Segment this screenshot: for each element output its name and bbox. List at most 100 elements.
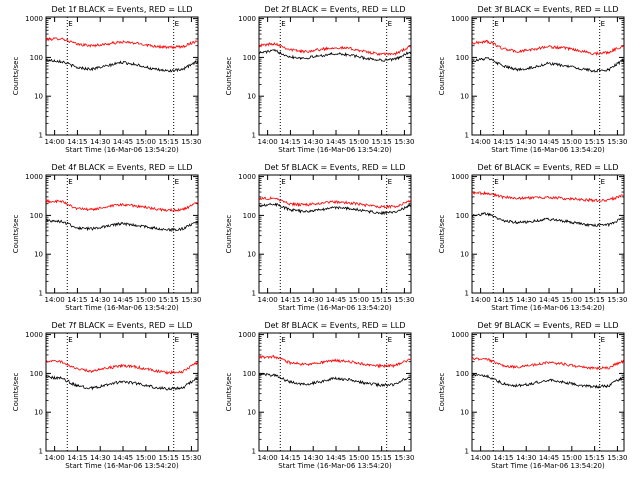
x-tick-label: 15:15 xyxy=(585,296,605,304)
chart-panel-7: Det 7f BLACK = Events, RED = LLD 1 10 100 10… xyxy=(12,321,202,470)
x-tick-label: 14:15 xyxy=(493,454,513,462)
x-tick-label: 15:00 xyxy=(349,454,369,462)
y-axis-label: Counts/sec xyxy=(225,57,233,96)
x-tick-label: 15:30 xyxy=(181,296,201,304)
chart-title: Det 3f BLACK = Events, RED = LLD xyxy=(477,5,618,14)
x-tick-label: 15:00 xyxy=(562,454,582,462)
y-tick-label: 1000 xyxy=(25,331,43,339)
event-marker-label: E xyxy=(601,178,605,186)
x-tick-label: 14:15 xyxy=(493,138,513,146)
series-red-lld-line xyxy=(471,190,625,203)
x-tick-label: 15:30 xyxy=(181,138,201,146)
y-tick-label: 1 xyxy=(39,132,43,140)
event-marker-label: E xyxy=(494,336,498,344)
event-marker-label: E xyxy=(601,336,605,344)
x-tick-label: 15:30 xyxy=(607,296,627,304)
y-axis-label: Counts/sec xyxy=(225,373,233,412)
x-tick-label: 15:30 xyxy=(394,296,414,304)
series-black-events-line xyxy=(471,56,625,73)
event-marker-label: E xyxy=(388,336,392,344)
x-tick-label: 14:00 xyxy=(471,296,491,304)
y-tick-label: 100 xyxy=(30,212,43,220)
y-tick-label: 1000 xyxy=(238,173,256,181)
y-tick-label: 1 xyxy=(252,290,256,298)
x-tick-label: 14:00 xyxy=(258,138,278,146)
x-axis-label: Start Time (16-Mar-06 13:54:20) xyxy=(65,304,179,312)
x-tick-label: 14:00 xyxy=(471,454,491,462)
plot-frame xyxy=(258,174,412,294)
chart-title: Det 5f BLACK = Events, RED = LLD xyxy=(264,163,405,172)
x-tick-label: 14:45 xyxy=(113,454,133,462)
event-marker-label: E xyxy=(281,20,285,28)
x-tick-label: 15:30 xyxy=(607,454,627,462)
series-black-events-line xyxy=(258,48,412,62)
x-tick-label: 14:45 xyxy=(539,296,559,304)
x-axis-label: Start Time (16-Mar-06 13:54:20) xyxy=(278,462,392,470)
x-tick-label: 14:45 xyxy=(539,138,559,146)
x-tick-label: 14:45 xyxy=(539,454,559,462)
series-red-lld-line xyxy=(45,199,199,213)
y-tick-label: 10 xyxy=(460,251,469,259)
plot-frame xyxy=(258,332,412,452)
y-tick-label: 10 xyxy=(460,93,469,101)
x-tick-label: 15:15 xyxy=(372,454,392,462)
y-axis-label: Counts/sec xyxy=(438,57,446,96)
chart-title: Det 6f BLACK = Events, RED = LLD xyxy=(477,163,618,172)
x-tick-label: 14:45 xyxy=(326,138,346,146)
x-tick-label: 14:45 xyxy=(326,296,346,304)
chart-title: Det 4f BLACK = Events, RED = LLD xyxy=(51,163,192,172)
plot-frame xyxy=(258,16,412,136)
x-tick-label: 14:30 xyxy=(90,296,110,304)
x-tick-label: 14:15 xyxy=(280,138,300,146)
y-axis-label: Counts/sec xyxy=(12,215,20,254)
series-black-events-line xyxy=(471,212,625,228)
event-marker-label: E xyxy=(494,20,498,28)
plot-frame xyxy=(45,332,199,452)
x-tick-label: 14:45 xyxy=(113,138,133,146)
x-tick-label: 15:30 xyxy=(394,138,414,146)
y-axis-label: Counts/sec xyxy=(12,373,20,412)
chart-title: Det 7f BLACK = Events, RED = LLD xyxy=(51,321,192,330)
x-tick-label: 15:15 xyxy=(159,454,179,462)
series-black-events-line xyxy=(46,58,199,73)
x-tick-label: 15:15 xyxy=(585,454,605,462)
chart-panel-5: Det 5f BLACK = Events, RED = LLD 1 10 100 10… xyxy=(225,163,415,312)
event-marker-label: E xyxy=(68,20,72,28)
x-tick-label: 15:15 xyxy=(372,138,392,146)
x-tick-label: 14:30 xyxy=(90,138,110,146)
x-axis-label: Start Time (16-Mar-06 13:54:20) xyxy=(278,304,392,312)
event-marker-label: E xyxy=(601,20,605,28)
x-tick-label: 14:00 xyxy=(258,296,278,304)
x-tick-label: 14:45 xyxy=(326,454,346,462)
y-tick-label: 100 xyxy=(30,54,43,62)
chart-panel-6: Det 6f BLACK = Events, RED = LLD 1 10 100 10… xyxy=(438,163,628,312)
y-axis-label: Counts/sec xyxy=(438,215,446,254)
x-tick-label: 14:15 xyxy=(280,454,300,462)
series-red-lld-line xyxy=(471,39,625,57)
plot-frame xyxy=(471,332,625,452)
x-tick-label: 14:00 xyxy=(45,296,65,304)
chart-title: Det 2f BLACK = Events, RED = LLD xyxy=(264,5,405,14)
series-red-lld-line xyxy=(258,354,412,369)
x-tick-label: 15:30 xyxy=(607,138,627,146)
y-tick-label: 10 xyxy=(247,409,256,417)
x-tick-label: 15:00 xyxy=(562,138,582,146)
y-tick-label: 1 xyxy=(465,132,469,140)
chart-panel-4: Det 4f BLACK = Events, RED = LLD 1 10 100 10… xyxy=(12,163,202,312)
chart-title: Det 9f BLACK = Events, RED = LLD xyxy=(477,321,618,330)
x-tick-label: 14:15 xyxy=(67,296,87,304)
series-red-lld-line xyxy=(258,41,411,57)
y-tick-label: 1000 xyxy=(451,331,469,339)
y-tick-label: 1 xyxy=(39,448,43,456)
x-tick-label: 14:00 xyxy=(258,454,278,462)
chart-panel-9: Det 9f BLACK = Events, RED = LLD 1 10 100 10… xyxy=(438,321,628,470)
chart-panel-1: Det 1f BLACK = Events, RED = LLD 1 10 100 10… xyxy=(12,5,202,154)
x-tick-label: 14:15 xyxy=(493,296,513,304)
y-tick-label: 10 xyxy=(34,93,43,101)
y-axis-label: Counts/sec xyxy=(12,57,20,96)
x-tick-label: 14:00 xyxy=(45,138,65,146)
x-tick-label: 14:45 xyxy=(113,296,133,304)
y-tick-label: 1000 xyxy=(25,173,43,181)
x-tick-label: 14:15 xyxy=(67,138,87,146)
x-tick-label: 15:00 xyxy=(136,296,156,304)
